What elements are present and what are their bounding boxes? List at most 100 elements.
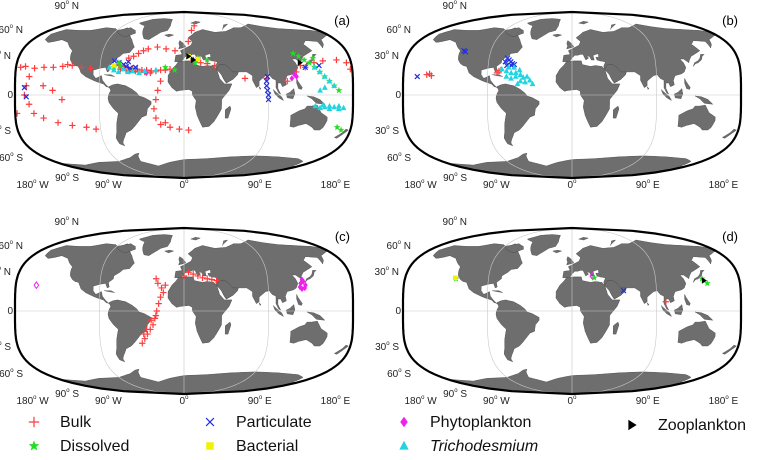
marker-bulk — [157, 121, 164, 128]
marker-bulk — [428, 72, 435, 79]
marker-trichodesmium — [153, 66, 159, 73]
marker-trichodesmium — [312, 102, 319, 109]
marker-bulk — [64, 61, 71, 68]
land-novaya-zemlya — [610, 23, 616, 30]
marker-dissolved — [337, 126, 345, 133]
marker-bulk — [152, 312, 160, 319]
graticule — [15, 228, 353, 394]
lon-tick-label: 90o W — [483, 179, 510, 191]
marker-bulk — [17, 64, 24, 71]
marker-bulk — [185, 126, 192, 134]
marker-bulk — [319, 57, 327, 65]
marker-particulate — [302, 64, 309, 71]
lat-tick-label: 90o S — [443, 388, 467, 400]
legend-marker-trichodesmium — [399, 440, 409, 450]
land-australia — [289, 320, 328, 347]
legend-label: Bulk — [60, 414, 92, 431]
marker-bulk — [188, 27, 195, 34]
marker-bulk — [151, 315, 159, 322]
lat-tick-label: 30o S — [0, 341, 11, 353]
land-sri-lanka — [646, 86, 650, 90]
marker-bulk — [310, 59, 318, 66]
marker-zooplankton — [297, 59, 303, 66]
marker-particulate — [263, 82, 270, 89]
marker-bulk — [162, 281, 169, 289]
lat-tick-label: 30o S — [375, 125, 399, 137]
lon-tick-label: 180o W — [16, 395, 49, 407]
land-arabia — [216, 280, 239, 300]
marker-bulk — [204, 275, 211, 282]
marker-bulk — [139, 340, 146, 347]
marker-bulk — [213, 277, 220, 284]
marker-bulk — [25, 101, 33, 108]
land-south-america — [495, 83, 540, 147]
land-south-america — [107, 83, 152, 147]
marker-trichodesmium — [503, 67, 510, 74]
marker-bulk — [54, 119, 62, 126]
lon-tick-label: 0o — [180, 395, 190, 407]
marker-trichodesmium — [316, 68, 323, 75]
lat-tick-label: 30o N — [0, 266, 11, 278]
marker-bulk — [152, 275, 160, 282]
marker-trichodesmium — [516, 66, 523, 73]
marker-bulk — [49, 87, 56, 94]
marker-bulk — [176, 125, 183, 133]
panel-label: (c) — [335, 229, 350, 244]
land-svalbard — [578, 236, 589, 241]
land-sri-lanka — [258, 86, 262, 90]
marker-trichodesmium — [311, 64, 318, 70]
marker-trichodesmium — [136, 69, 142, 76]
marker-bulk — [154, 43, 161, 51]
land-new-guinea — [306, 311, 326, 321]
marker-bulk — [135, 50, 142, 57]
marker-particulate — [23, 94, 30, 100]
lat-tick-label: 90o S — [55, 388, 79, 400]
marker-bulk — [130, 53, 137, 60]
marker-bulk — [83, 124, 90, 131]
land-greenland — [139, 18, 173, 40]
lon-tick-label: 90o E — [636, 179, 660, 191]
marker-bulk — [149, 321, 157, 329]
marker-bulk — [194, 272, 202, 280]
marker-trichodesmium — [336, 102, 342, 109]
land-iceland — [164, 33, 175, 38]
land-antarctica — [447, 368, 692, 394]
marker-bulk — [185, 269, 192, 276]
marker-particulate — [125, 58, 132, 65]
marker-dissolved — [295, 52, 303, 60]
lat-tick-label: 90o N — [55, 216, 79, 228]
marker-particulate — [414, 73, 421, 80]
marker-trichodesmium — [517, 77, 524, 84]
land-indonesia-borneo — [674, 88, 684, 99]
land-iceland — [164, 249, 175, 254]
marker-dissolved — [289, 49, 297, 57]
land-new-zealand — [721, 344, 737, 355]
marker-trichodesmium — [321, 84, 328, 90]
marker-bulk — [160, 289, 167, 296]
lat-tick-label: 0 — [395, 306, 401, 317]
marker-dissolved — [203, 56, 211, 63]
land-philippines — [296, 293, 303, 306]
legend-item-dissolved: Dissolved — [28, 438, 129, 455]
marker-zooplankton — [701, 277, 707, 284]
marker-bulk — [190, 22, 198, 30]
land-south-america — [495, 299, 540, 363]
marker-bulk — [190, 270, 197, 278]
legend-marker-dissolved — [28, 440, 40, 451]
land-philippines — [684, 77, 691, 90]
land-new-zealand — [333, 128, 349, 139]
marker-bulk — [39, 82, 47, 89]
panel-label: (a) — [334, 13, 350, 28]
sample-markers — [452, 271, 711, 305]
marker-particulate — [265, 96, 272, 103]
lat-tick-label: 30o N — [375, 266, 399, 278]
lon-tick-label: 180o W — [404, 395, 437, 407]
marker-trichodesmium — [517, 71, 524, 77]
marker-bulk — [284, 77, 291, 85]
land-indonesia-borneo — [674, 304, 684, 315]
marker-particulate — [21, 84, 28, 91]
marker-trichodesmium — [514, 80, 521, 87]
land-australia — [289, 104, 328, 131]
